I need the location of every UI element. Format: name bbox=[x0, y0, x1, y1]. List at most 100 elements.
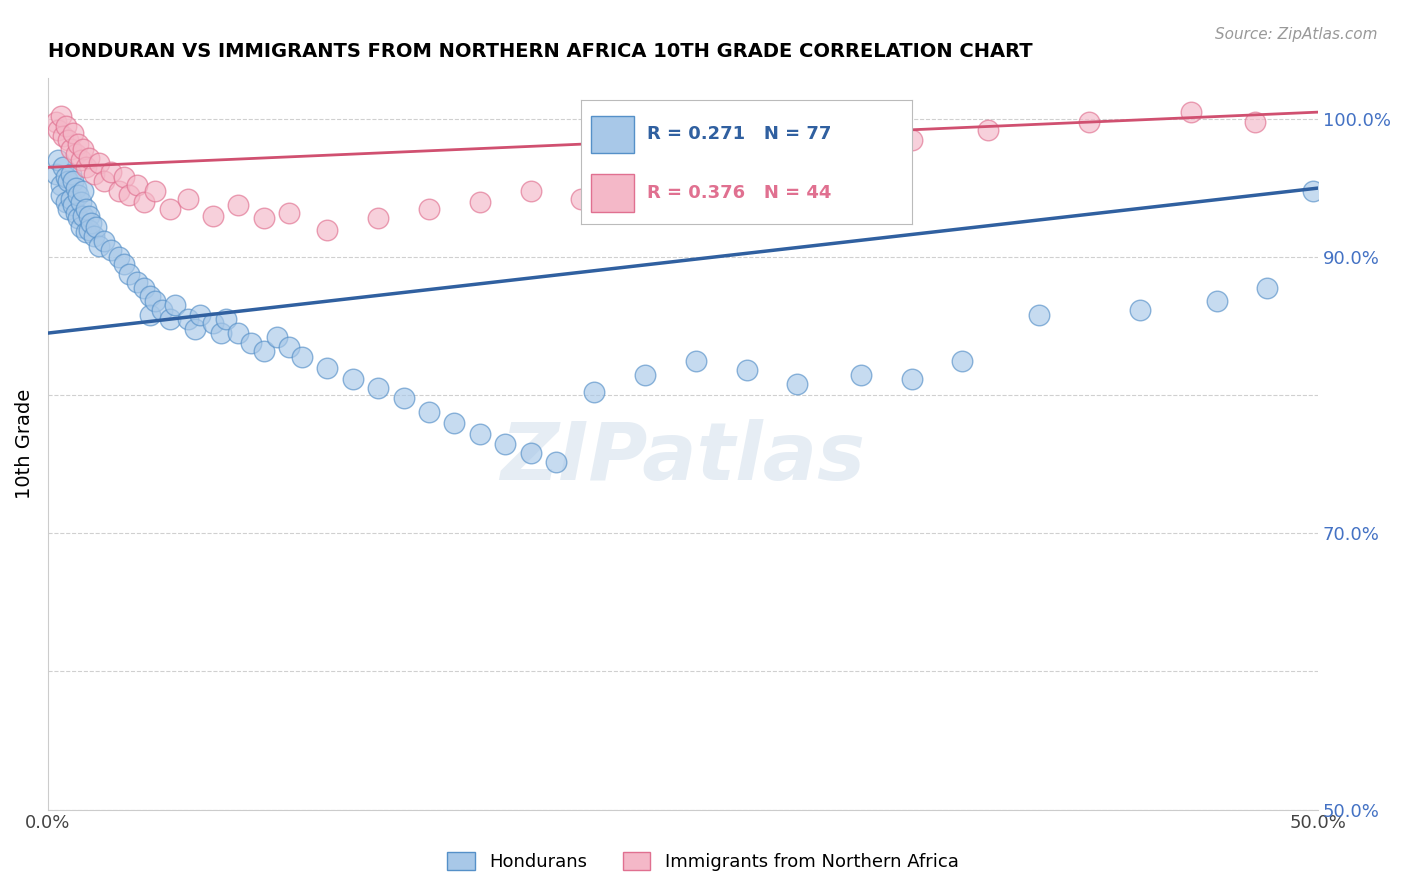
Point bbox=[62, 174, 84, 188]
Point bbox=[72, 142, 94, 156]
Point bbox=[75, 225, 97, 239]
Point bbox=[240, 335, 263, 350]
Point bbox=[83, 167, 105, 181]
Point bbox=[278, 340, 301, 354]
Point bbox=[49, 188, 72, 202]
Point bbox=[59, 142, 82, 156]
Point bbox=[228, 197, 250, 211]
Point bbox=[392, 391, 415, 405]
Point bbox=[468, 194, 491, 209]
Point bbox=[112, 169, 135, 184]
Point bbox=[418, 202, 440, 216]
Point bbox=[70, 153, 93, 168]
Point bbox=[134, 194, 156, 209]
Point bbox=[67, 136, 90, 151]
Point bbox=[84, 219, 107, 234]
Point bbox=[647, 169, 669, 184]
Point bbox=[87, 156, 110, 170]
Point bbox=[93, 174, 115, 188]
Point bbox=[67, 211, 90, 226]
Point bbox=[62, 197, 84, 211]
Point bbox=[55, 169, 77, 184]
Point bbox=[138, 308, 160, 322]
Point bbox=[710, 153, 733, 168]
Point bbox=[112, 257, 135, 271]
Point bbox=[163, 298, 186, 312]
Point bbox=[849, 368, 872, 382]
Point bbox=[49, 178, 72, 193]
Point bbox=[1180, 105, 1202, 120]
Y-axis label: 10th Grade: 10th Grade bbox=[15, 388, 34, 499]
Point bbox=[571, 192, 593, 206]
Point bbox=[125, 275, 148, 289]
Point bbox=[118, 188, 141, 202]
Point bbox=[266, 330, 288, 344]
Point bbox=[77, 209, 100, 223]
Point bbox=[77, 151, 100, 165]
Point bbox=[70, 194, 93, 209]
Point bbox=[83, 229, 105, 244]
Text: Source: ZipAtlas.com: Source: ZipAtlas.com bbox=[1215, 27, 1378, 42]
Point bbox=[118, 267, 141, 281]
Point bbox=[253, 344, 276, 359]
Point bbox=[75, 161, 97, 175]
Point bbox=[62, 126, 84, 140]
Text: HONDURAN VS IMMIGRANTS FROM NORTHERN AFRICA 10TH GRADE CORRELATION CHART: HONDURAN VS IMMIGRANTS FROM NORTHERN AFR… bbox=[48, 42, 1032, 61]
Point bbox=[253, 211, 276, 226]
Point bbox=[900, 372, 922, 386]
Point bbox=[544, 454, 567, 468]
Point bbox=[1243, 115, 1265, 129]
Point bbox=[443, 416, 465, 430]
Point bbox=[1028, 308, 1050, 322]
Legend: Hondurans, Immigrants from Northern Africa: Hondurans, Immigrants from Northern Afri… bbox=[440, 845, 966, 879]
Point bbox=[900, 133, 922, 147]
Point bbox=[1129, 302, 1152, 317]
Point bbox=[52, 161, 75, 175]
Point bbox=[952, 353, 974, 368]
Text: ZIPatlas: ZIPatlas bbox=[501, 419, 866, 497]
Point bbox=[58, 174, 80, 188]
Point bbox=[150, 302, 173, 317]
Point bbox=[685, 353, 707, 368]
Point bbox=[215, 312, 238, 326]
Point bbox=[494, 436, 516, 450]
Point bbox=[77, 222, 100, 236]
Point bbox=[87, 239, 110, 253]
Point bbox=[93, 234, 115, 248]
Point bbox=[55, 194, 77, 209]
Point bbox=[58, 133, 80, 147]
Point bbox=[44, 167, 66, 181]
Point bbox=[59, 167, 82, 181]
Point bbox=[80, 216, 103, 230]
Point bbox=[583, 385, 606, 400]
Point bbox=[202, 209, 225, 223]
Point bbox=[70, 219, 93, 234]
Point bbox=[134, 280, 156, 294]
Point bbox=[367, 381, 389, 395]
Point bbox=[316, 222, 339, 236]
Point bbox=[100, 244, 122, 258]
Point bbox=[100, 164, 122, 178]
Point bbox=[786, 377, 808, 392]
Point bbox=[46, 123, 69, 137]
Point bbox=[44, 115, 66, 129]
Point bbox=[176, 192, 198, 206]
Point bbox=[735, 363, 758, 377]
Point bbox=[72, 184, 94, 198]
Point bbox=[1078, 115, 1101, 129]
Point bbox=[278, 206, 301, 220]
Point bbox=[1302, 184, 1324, 198]
Point bbox=[316, 360, 339, 375]
Point bbox=[58, 202, 80, 216]
Point bbox=[176, 312, 198, 326]
Point bbox=[55, 119, 77, 133]
Point bbox=[52, 128, 75, 143]
Point bbox=[65, 181, 87, 195]
Point bbox=[418, 405, 440, 419]
Point bbox=[468, 426, 491, 441]
Point bbox=[291, 350, 314, 364]
Point bbox=[342, 372, 364, 386]
Point bbox=[184, 322, 207, 336]
Point bbox=[49, 109, 72, 123]
Point bbox=[977, 123, 1000, 137]
